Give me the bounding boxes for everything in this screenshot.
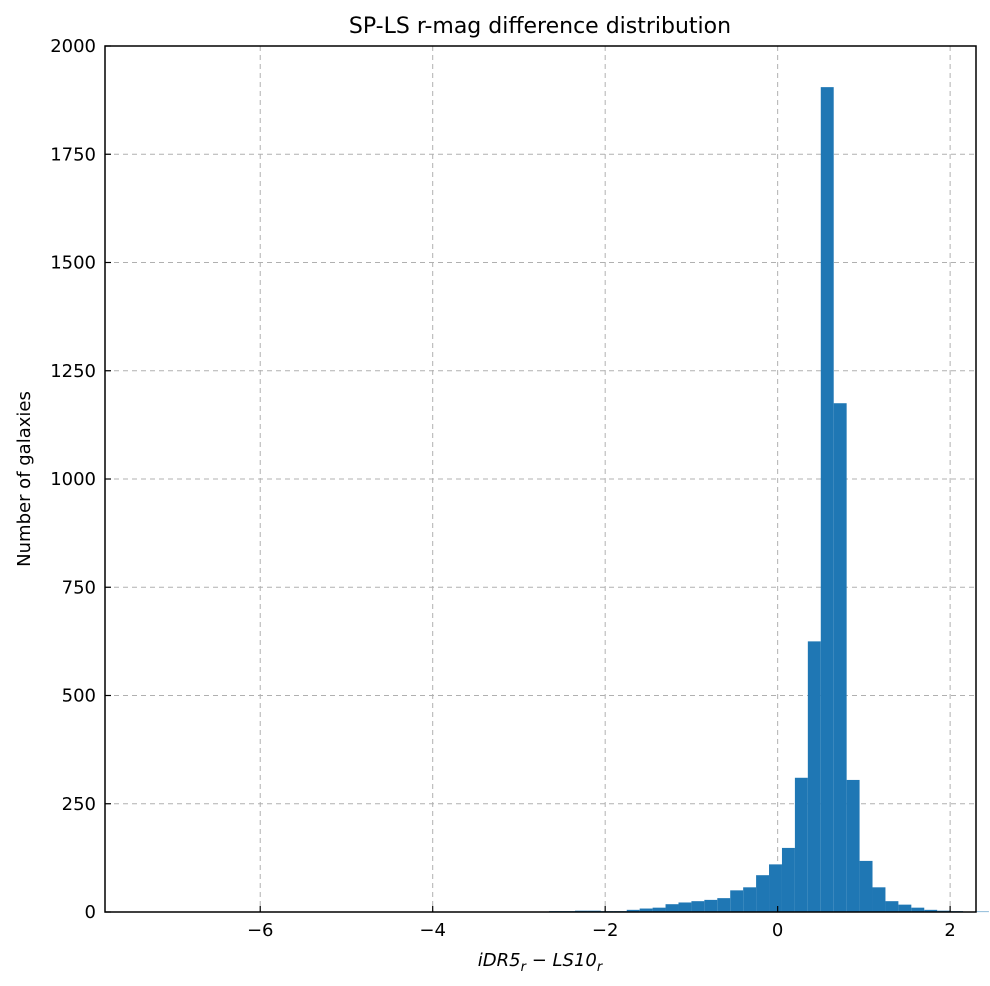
histogram-bar [769,864,782,912]
x-tick-label: −6 [247,920,274,941]
histogram-bar [859,860,873,912]
y-tick-label: 750 [62,577,96,598]
chart-title: SP-LS r-mag difference distribution [349,14,731,39]
x-label-a-sub: r [521,960,528,975]
axis-ticks: −6 −4 −2 0 2 0 250 500 750 1000 1250 1500 1750 2000 [50,36,956,941]
y-axis-label: Number of galaxies [14,391,35,567]
histogram-bar [820,87,834,912]
histogram-bar [807,641,821,912]
histogram-bar [730,890,744,912]
histogram-bar [898,904,912,912]
x-label-a: iDR5 [478,950,521,971]
y-tick-label: 1750 [50,144,96,165]
histogram-bar [872,887,886,912]
y-tick-label: 0 [85,902,96,923]
histogram-bar [717,898,731,912]
histogram-bar [794,777,808,912]
y-tick-label: 1250 [50,361,96,382]
x-label-b-sub: r [597,960,604,975]
histogram-bar [756,875,770,912]
x-axis-label: iDR5r − LS10r [478,950,604,975]
histogram-bars [148,87,989,913]
histogram-bar [665,904,679,912]
histogram-bar [976,911,989,913]
y-tick-label: 1500 [50,253,96,274]
histogram-bar [924,909,938,912]
y-tick-label: 2000 [50,36,96,57]
x-tick-label: 0 [772,920,783,941]
histogram-bar [911,907,925,912]
histogram-bar [652,907,666,912]
histogram-bar [691,901,705,912]
histogram-bar [626,909,640,912]
histogram-bar [833,403,847,912]
histogram-bar [678,902,692,912]
histogram-bar [743,887,757,912]
x-tick-label: −4 [419,920,446,941]
histogram-bar [846,779,860,912]
x-label-b: LS10 [553,950,597,971]
histogram-bar [885,901,899,912]
histogram-bar [781,847,795,912]
histogram-bar [704,899,718,912]
x-label-op: − [526,950,553,971]
y-tick-label: 1000 [50,469,96,490]
x-tick-label: −2 [592,920,619,941]
histogram-bar [639,908,653,912]
x-tick-label: 2 [944,920,955,941]
y-tick-label: 250 [62,794,96,815]
y-tick-label: 500 [62,686,96,707]
